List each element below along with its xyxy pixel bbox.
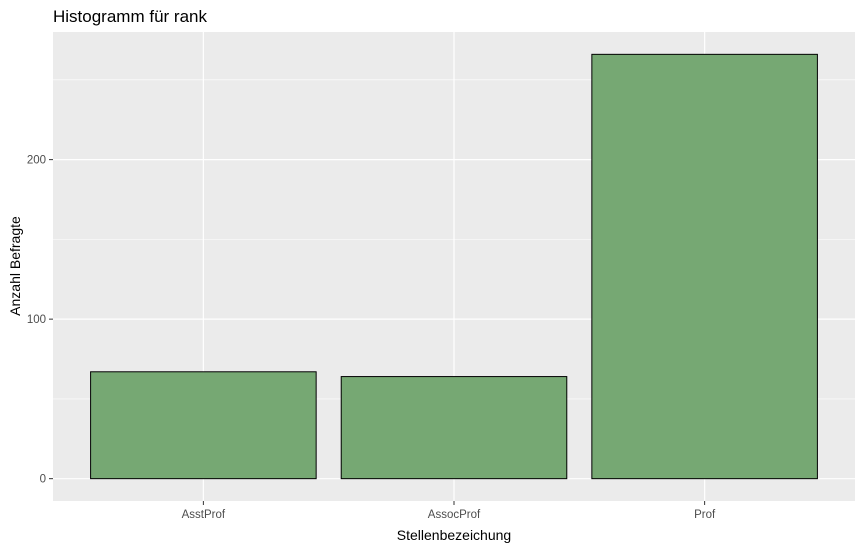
x-tick-label: AssocProf	[428, 509, 481, 521]
x-tick-label: Prof	[694, 509, 716, 521]
bars	[90, 53, 818, 480]
y-axis: 0 100 200	[27, 155, 53, 486]
y-axis-title: Anzahl Befragte	[7, 216, 23, 316]
bar-prof	[591, 53, 818, 480]
y-tick-label: 100	[27, 314, 46, 326]
bar-assocprof	[340, 376, 568, 480]
y-tick-label: 0	[40, 474, 46, 486]
x-tick-label: AsstProf	[182, 509, 226, 521]
x-axis-title: Stellenbezeichung	[397, 527, 511, 543]
x-axis: AsstProf AssocProf Prof	[182, 501, 716, 521]
chart-title: Histogramm für rank	[53, 7, 207, 26]
y-tick-label: 200	[27, 155, 46, 167]
bar-asstprof	[90, 371, 317, 480]
